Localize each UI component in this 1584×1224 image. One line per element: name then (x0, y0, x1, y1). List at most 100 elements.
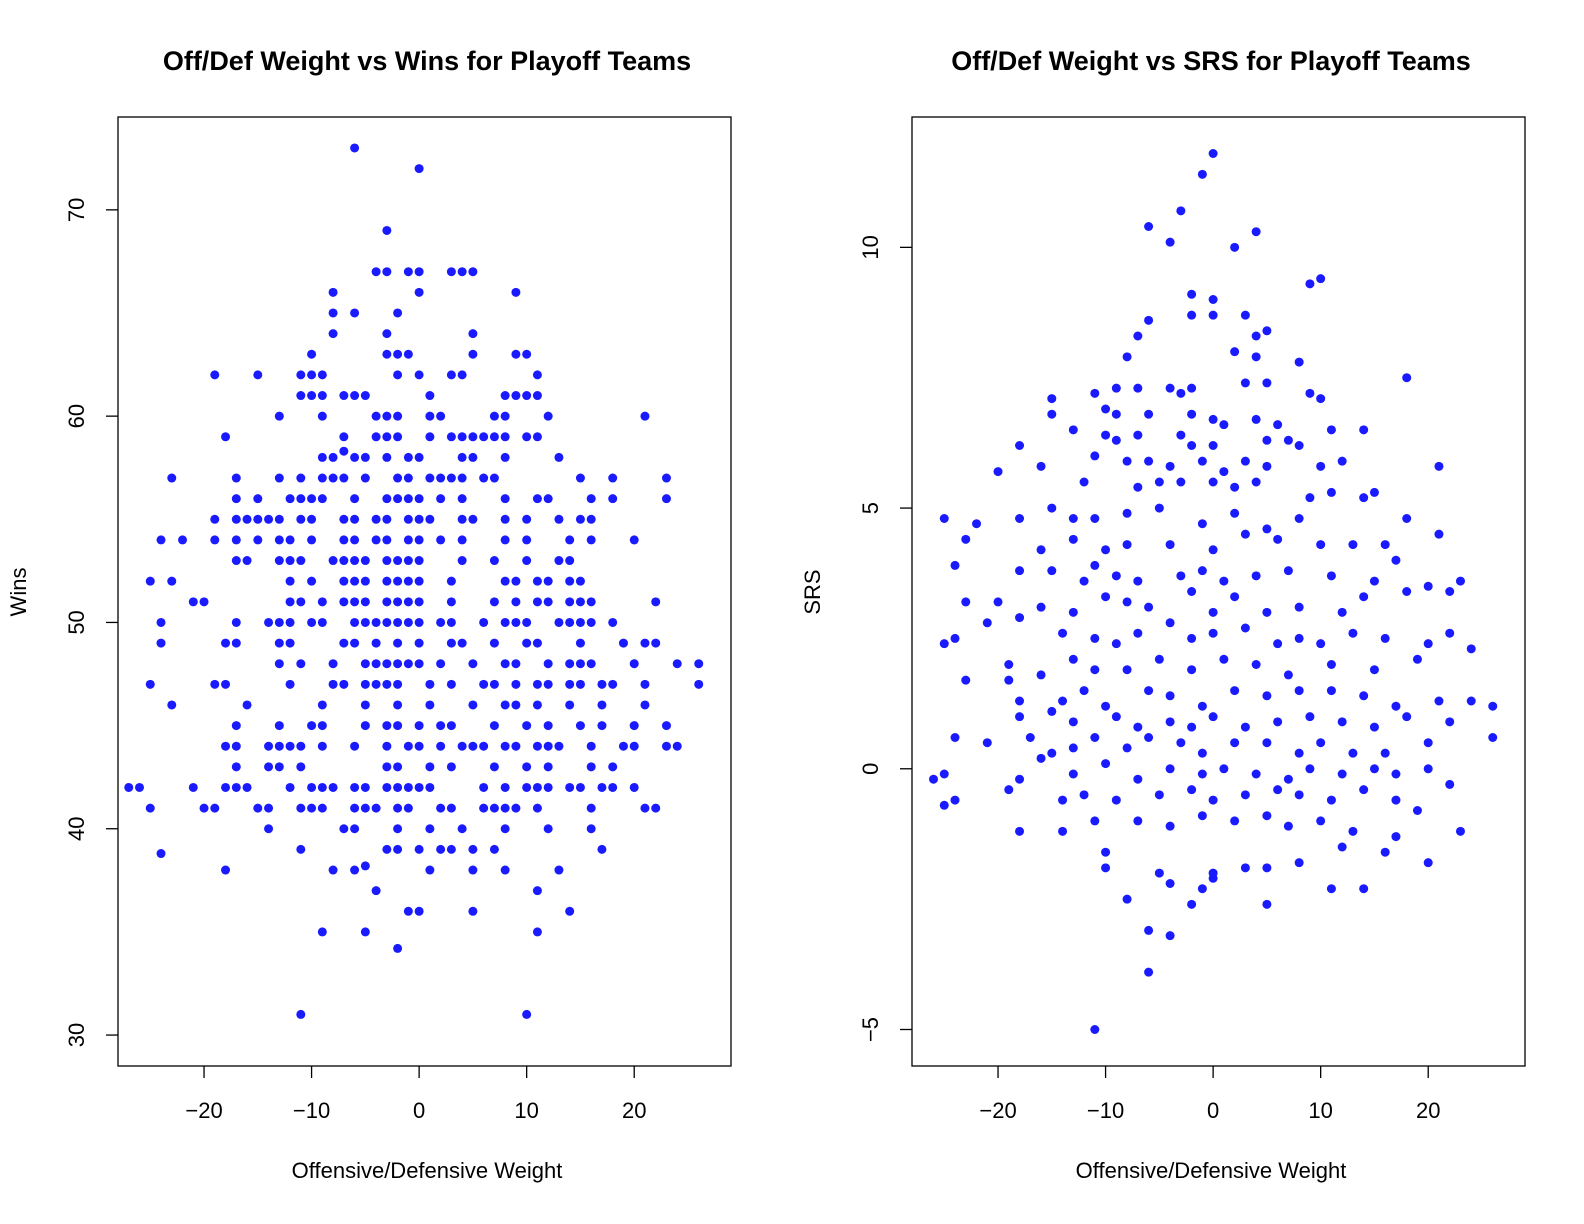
data-point (231, 721, 241, 731)
data-point (489, 762, 499, 772)
data-point (1326, 425, 1336, 435)
data-point (468, 700, 478, 710)
data-point (1122, 352, 1132, 362)
data-point (640, 803, 650, 813)
x-tick-label: −20 (979, 1098, 1016, 1123)
data-point (307, 370, 317, 380)
data-point (446, 597, 456, 607)
data-point (522, 638, 532, 648)
data-point (532, 782, 542, 792)
data-point (1326, 571, 1336, 581)
data-point (1101, 430, 1111, 440)
data-point (403, 556, 413, 566)
data-point (1144, 409, 1154, 419)
data-point (1208, 873, 1218, 883)
data-point (339, 679, 349, 689)
data-point (382, 659, 392, 669)
data-point (1337, 717, 1347, 727)
data-point (586, 514, 596, 524)
data-point (393, 411, 403, 421)
data-point (1144, 456, 1154, 466)
data-point (1187, 441, 1197, 450)
data-point (1488, 701, 1498, 711)
data-point (1208, 295, 1218, 304)
data-point (629, 721, 639, 731)
data-point (446, 844, 456, 854)
data-point (1262, 863, 1272, 873)
data-point (939, 639, 949, 649)
data-point (328, 287, 338, 297)
data-point (414, 370, 424, 380)
data-point (264, 824, 274, 834)
data-point (360, 617, 370, 627)
data-point (554, 452, 564, 462)
data-point (672, 659, 682, 669)
data-point (489, 803, 499, 813)
data-point (414, 287, 424, 297)
data-point (339, 597, 349, 607)
scatter-points (124, 143, 704, 1019)
data-point (1423, 581, 1433, 591)
data-point (285, 741, 295, 751)
data-point (285, 556, 295, 566)
data-point (264, 741, 274, 751)
data-point (586, 824, 596, 834)
data-point (242, 514, 252, 524)
data-point (1294, 686, 1304, 696)
data-point (597, 844, 607, 854)
data-point (1187, 785, 1197, 795)
data-point (939, 514, 949, 523)
data-point (1208, 310, 1218, 320)
y-tick-label: 10 (858, 235, 883, 259)
data-point (651, 803, 661, 813)
data-point (1101, 863, 1111, 873)
data-point (1015, 613, 1025, 623)
data-point (350, 638, 360, 648)
data-point (661, 473, 671, 483)
data-point (1101, 404, 1111, 414)
data-point (1423, 764, 1433, 774)
data-point (1197, 884, 1207, 894)
data-point (1068, 717, 1078, 727)
y-tick-label: 50 (64, 610, 89, 634)
data-point (393, 700, 403, 710)
data-point (554, 514, 564, 524)
data-point (457, 741, 467, 751)
data-point (414, 514, 424, 524)
data-point (317, 370, 327, 380)
data-point (500, 824, 510, 834)
srs-panel: Off/Def Weight vs SRS for Playoff Teams … (800, 46, 1526, 1183)
data-point (382, 514, 392, 524)
data-point (1122, 597, 1132, 607)
data-point (296, 1009, 306, 1019)
data-point (436, 617, 446, 627)
data-point (425, 514, 435, 524)
data-point (939, 769, 949, 779)
data-point (350, 803, 360, 813)
data-point (360, 473, 370, 483)
data-point (253, 803, 263, 813)
data-point (1391, 555, 1401, 565)
data-point (1262, 691, 1272, 701)
data-point (328, 679, 338, 689)
data-point (328, 782, 338, 792)
data-point (586, 494, 596, 504)
data-point (522, 556, 532, 566)
data-point (1316, 738, 1326, 748)
data-point (1402, 587, 1412, 596)
data-point (500, 452, 510, 462)
data-point (414, 638, 424, 648)
data-point (1294, 858, 1304, 868)
data-point (532, 927, 542, 937)
data-point (145, 803, 155, 813)
data-point (1294, 633, 1304, 643)
data-point (511, 700, 521, 710)
data-point (1197, 769, 1207, 779)
data-point (1176, 206, 1186, 216)
data-point (414, 494, 424, 504)
data-point (1219, 467, 1229, 477)
data-point (393, 617, 403, 627)
data-point (285, 576, 295, 586)
data-point (1294, 602, 1304, 612)
